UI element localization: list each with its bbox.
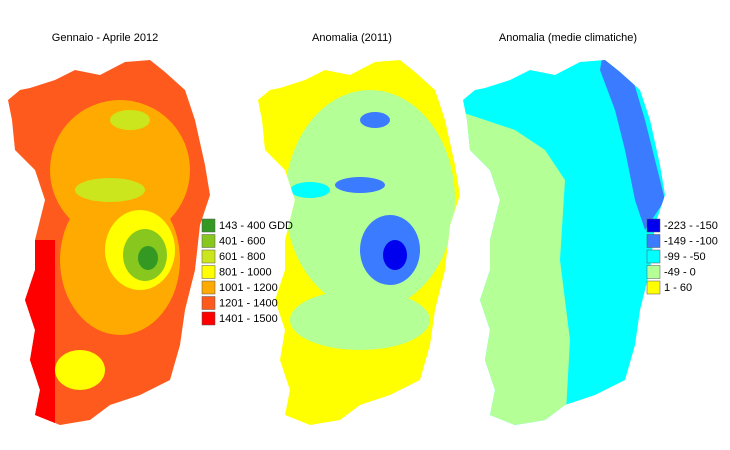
legend-label: -49 - 0 — [664, 266, 696, 278]
panel-title: Anomalia (medie climatiche) — [499, 32, 637, 44]
legend-swatch — [201, 280, 216, 295]
legend-swatch — [201, 234, 216, 248]
legend-swatch — [646, 280, 661, 295]
legend-label: 401 - 600 — [219, 235, 265, 247]
legend-swatch — [646, 218, 661, 233]
legend-swatch — [646, 265, 661, 279]
legend-label: 1401 - 1500 — [219, 313, 278, 325]
legend-swatch — [646, 249, 661, 264]
legend-swatch — [201, 296, 216, 310]
legend-swatch — [201, 249, 216, 264]
panel-title: Gennaio - Aprile 2012 — [52, 32, 158, 44]
panel-title: Anomalia (2011) — [312, 32, 392, 44]
legend-label: -223 - -150 — [664, 220, 718, 232]
legends: 143 - 400 GDD 401 - 600 601 - 800 801 - 100… — [201, 218, 718, 326]
map-gdd — [8, 60, 210, 425]
map-anomaly-climate — [463, 60, 665, 425]
legend-swatch — [201, 218, 216, 233]
legend-label: 601 - 800 — [219, 251, 265, 263]
legend-swatch — [646, 234, 661, 248]
legend-swatch — [201, 311, 216, 326]
legend-label: -149 - -100 — [664, 235, 718, 247]
legend-label: 1201 - 1400 — [219, 297, 278, 309]
legend-label: 1001 - 1200 — [219, 282, 278, 294]
legend-label: 1 - 60 — [664, 282, 692, 294]
map-anomaly-2011 — [258, 60, 460, 425]
legend-label: 143 - 400 GDD — [219, 220, 293, 232]
legend-label: -99 - -50 — [664, 251, 706, 263]
legend-swatch — [201, 265, 216, 279]
legend-label: 801 - 1000 — [219, 266, 272, 278]
